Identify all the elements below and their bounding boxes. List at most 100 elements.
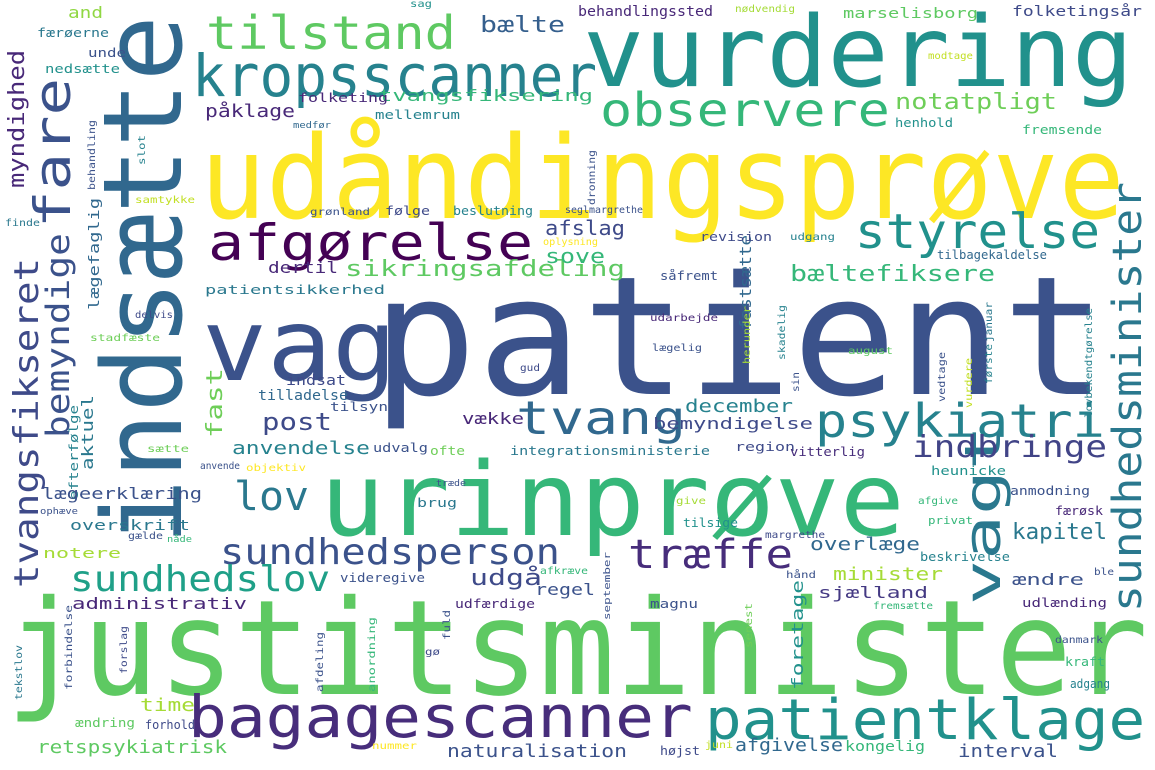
word-anordning: anordning — [367, 617, 378, 692]
word-slot: slot — [137, 135, 148, 165]
word-notatpligt: notatpligt — [895, 90, 1057, 115]
word-ble: ble — [1094, 567, 1114, 578]
word-tilsige: tilsige — [683, 516, 738, 530]
word-overlaege: overlæge — [810, 534, 921, 555]
word-september: september — [603, 551, 613, 620]
word-revision: revision — [700, 230, 773, 244]
word-administrativ: administrativ — [72, 594, 247, 613]
word-medfor: medfør — [293, 121, 332, 131]
word-vaekke: vække — [462, 409, 524, 428]
word-forbindelse: forbindelse — [64, 605, 75, 690]
word-brug: brug — [417, 496, 458, 510]
word-give: give — [676, 496, 706, 507]
word-anvendelse: anvendelse — [232, 438, 370, 459]
word-behandling: behandling — [87, 120, 98, 190]
word-danmark: danmark — [1055, 635, 1104, 646]
word-vitterlig: vitterlig — [790, 445, 865, 459]
word-baelte: bælte — [480, 13, 565, 38]
word-folketing: folketing — [298, 91, 389, 105]
word-fare: fare — [24, 77, 82, 228]
word-justitsminister: justitsminister — [6, 572, 1148, 726]
word-saette: sætte — [147, 444, 190, 455]
word-udlaending: udlænding — [1022, 596, 1107, 610]
word-seglmargrethe: seglmargrethe — [565, 205, 643, 216]
word-laegefaglig: lægefaglig — [87, 197, 103, 310]
word-gaelde: gælde — [128, 531, 163, 542]
word-magnu: magnu — [650, 597, 699, 611]
word-stadfaeste: stadfæste — [90, 333, 161, 344]
word-nedsaette: nedsætte — [45, 62, 121, 76]
word-afgorelse: afgørelse — [208, 214, 534, 272]
word-afgivelse: afgivelse — [735, 735, 843, 756]
word-patient: patient — [372, 241, 1108, 433]
word-regel: regel — [535, 580, 596, 599]
word-sundhedsminister: sundhedsminister — [1105, 181, 1151, 613]
word-skadelig: skadelig — [777, 304, 788, 360]
word-sundhedsperson: sundhedsperson — [220, 532, 560, 573]
word-vedtage: vedtage — [937, 352, 948, 402]
word-nodvendig: nødvendig — [735, 4, 795, 15]
word-forste: første — [984, 344, 995, 384]
word-patientklage: patientklage — [705, 688, 1146, 753]
word-tilbagekaldelse: tilbagekaldelse — [937, 248, 1048, 262]
word-traeffe: træffe — [628, 532, 794, 578]
word-traede: træde — [436, 479, 466, 489]
word-aendring: ændring — [75, 716, 135, 730]
word-faeroerne: færøerne — [37, 26, 110, 40]
word-sag: sag — [410, 0, 433, 10]
word-forhold: forhold — [145, 718, 196, 732]
word-hojst: højst — [660, 744, 700, 758]
word-nummer: nummer — [372, 741, 418, 752]
word-integrationsministerie: integrationsministerie — [510, 444, 710, 458]
word-aendre: ændre — [1012, 570, 1085, 589]
word-gronland: grønland — [310, 207, 371, 218]
word-delvis: delvis — [135, 310, 174, 321]
word-tvangsfiksering: tvangsfiksering — [378, 86, 594, 105]
word-vag: vag — [202, 287, 398, 404]
word-bagagescanner: bagagescanner — [188, 683, 693, 751]
word-ofte: ofte — [430, 444, 466, 458]
word-kongelig: kongelig — [845, 739, 925, 755]
word-folketingsar: folketingsår — [1012, 4, 1142, 20]
word-beslutning: beslutning — [453, 204, 533, 218]
word-marselisborg: marselisborg — [843, 6, 979, 22]
word-forslag: forslag — [119, 625, 130, 674]
word-urinprove: urinprøve — [320, 441, 905, 560]
word-baeltefiksere: bæltefiksere — [790, 262, 996, 287]
word-udvalg: udvalg — [373, 441, 428, 455]
word-laegeerklaering: lægeerklæring — [42, 484, 203, 503]
word-tvang: tvang — [516, 391, 687, 445]
word-anvende: anvende — [200, 461, 241, 472]
word-beskrivelse: beskrivelse — [920, 550, 1010, 564]
word-indsat: indsat — [286, 373, 346, 389]
word-udga: udgå — [470, 566, 543, 591]
word-sove: sove — [545, 244, 606, 268]
word-modtage: modtage — [928, 51, 973, 62]
word-gud: gud — [520, 363, 540, 374]
word-kraft: kraft — [1065, 655, 1105, 669]
word-aktuel: aktuel — [78, 394, 97, 470]
word-henhold: henhold — [895, 116, 954, 130]
word-senest: senest — [744, 602, 755, 648]
word-bemyndigelse: bemyndigelse — [653, 414, 813, 433]
word-udgang: udgang — [790, 232, 836, 243]
word-afslag: afslag — [545, 216, 625, 240]
word-juni: juni — [705, 740, 733, 751]
word-overskrift: overskrift — [70, 518, 191, 534]
word-fast: fast — [203, 368, 228, 438]
word-heunicke: heunicke — [931, 464, 1007, 478]
word-safremt: såfremt — [660, 269, 719, 283]
word-dertil: dertil — [268, 258, 338, 277]
word-tilsyn: tilsyn — [330, 400, 389, 414]
word-mellemrum: mellemrum — [375, 108, 460, 122]
word-ophaeve: ophæve — [40, 507, 79, 517]
word-adgang: adgang — [1070, 677, 1111, 691]
word-behandlingssted: behandlingssted — [578, 4, 714, 20]
word-fremsende: fremsende — [1022, 123, 1102, 137]
word-udarbejde: udarbejde — [650, 313, 719, 324]
word-foretage: foretage — [788, 580, 807, 690]
word-sundhedslov: sundhedslov — [70, 559, 331, 600]
word-afgive: afgive — [918, 496, 958, 507]
word-august: august — [848, 346, 894, 357]
